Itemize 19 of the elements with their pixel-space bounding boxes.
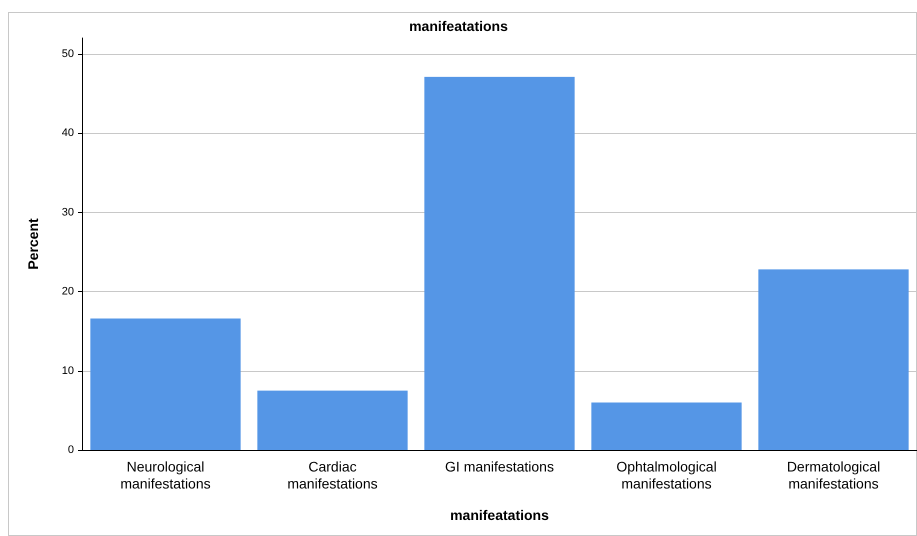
y-tick-label: 0 — [68, 444, 74, 456]
bar — [424, 76, 575, 450]
x-tick-label: Neurological manifestations — [120, 458, 211, 492]
bar — [90, 318, 241, 450]
chart-title: manifeatations — [409, 18, 508, 34]
x-tick-label: Cardiac manifestations — [287, 458, 378, 492]
y-tick-label: 10 — [62, 364, 74, 377]
y-tick-label: 20 — [62, 286, 74, 298]
bar — [257, 390, 408, 450]
x-axis-title: manifeatations — [450, 507, 550, 523]
y-tick-label: 50 — [62, 48, 74, 60]
y-tick-label: 30 — [62, 206, 74, 218]
y-axis-title: Percent — [25, 218, 41, 270]
bar — [591, 402, 742, 450]
x-tick-label: Ophtalmological manifestations — [616, 458, 717, 492]
bar — [758, 269, 909, 450]
x-tick-label: GI manifestations — [445, 458, 554, 474]
y-tick-label: 40 — [62, 127, 74, 140]
x-tick-label: Dermatological manifestations — [786, 458, 880, 492]
